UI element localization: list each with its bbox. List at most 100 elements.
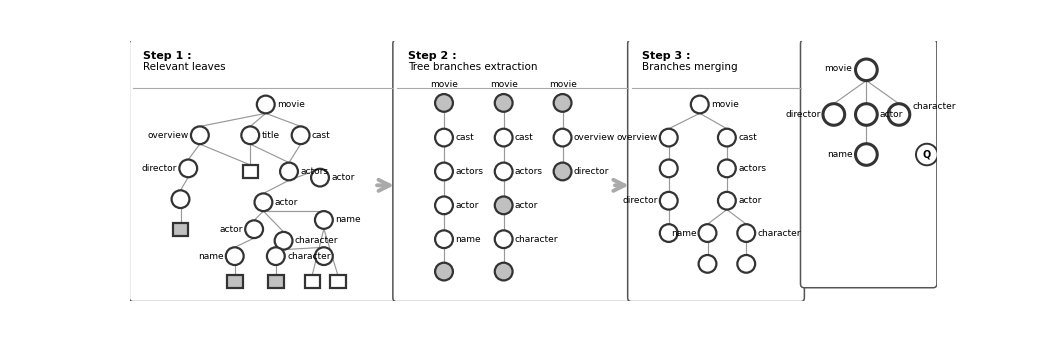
Text: actors: actors [300,167,328,176]
Circle shape [718,192,736,210]
Circle shape [660,192,678,210]
Text: character: character [758,228,801,238]
Text: director: director [623,196,658,205]
Text: name: name [828,150,854,159]
Circle shape [266,247,285,265]
Text: actors: actors [738,164,766,173]
Circle shape [916,144,938,165]
Circle shape [660,160,678,177]
Circle shape [179,160,197,177]
Circle shape [311,169,329,187]
Circle shape [554,94,572,112]
Circle shape [435,196,453,214]
Text: movie: movie [489,80,517,89]
Bar [269,275,283,288]
Circle shape [494,231,512,248]
Text: Step 1 :: Step 1 : [144,51,192,61]
FancyBboxPatch shape [129,40,397,301]
Text: cast: cast [738,133,757,142]
Circle shape [191,126,209,144]
Text: cast: cast [312,131,331,140]
Text: actor: actor [880,110,903,119]
Circle shape [254,193,273,211]
Text: actor: actor [738,196,761,205]
Circle shape [494,129,512,146]
Circle shape [554,129,572,146]
Text: actor: actor [331,173,355,182]
Text: director: director [785,110,820,119]
FancyBboxPatch shape [801,40,937,288]
Text: actors: actors [515,167,543,176]
Text: movie: movie [549,80,577,89]
Text: movie: movie [824,64,853,73]
Text: movie: movie [711,100,739,109]
Circle shape [737,224,755,242]
Circle shape [737,255,755,273]
FancyBboxPatch shape [392,40,632,301]
Circle shape [494,94,512,112]
Circle shape [494,163,512,180]
Bar [227,275,243,288]
Bar [243,165,258,178]
Circle shape [435,94,453,112]
Circle shape [699,255,716,273]
Circle shape [172,190,189,208]
Text: character: character [515,235,558,244]
Circle shape [856,144,878,165]
Text: Step 2 :: Step 2 : [408,51,456,61]
Circle shape [435,263,453,281]
Circle shape [888,104,910,125]
Bar [330,275,346,288]
Text: cast: cast [455,133,474,142]
Circle shape [856,59,878,80]
Circle shape [315,211,333,229]
Text: character: character [287,252,331,261]
Bar [305,275,320,288]
Circle shape [718,129,736,146]
Text: movie: movie [277,100,305,109]
Circle shape [494,263,512,281]
Text: name: name [335,215,361,224]
Text: actors: actors [455,167,483,176]
Circle shape [691,96,709,113]
Circle shape [856,104,878,125]
Text: Tree branches extraction: Tree branches extraction [408,62,537,72]
Text: overview: overview [148,131,188,140]
Text: Relevant leaves: Relevant leaves [144,62,226,72]
Text: actor: actor [455,201,479,210]
Text: actor: actor [275,198,298,207]
Circle shape [280,163,298,180]
Text: actor: actor [515,201,538,210]
Text: Q: Q [922,149,931,160]
Text: character: character [295,236,338,245]
Text: director: director [574,167,609,176]
Circle shape [257,96,275,113]
Circle shape [291,126,309,144]
Circle shape [246,220,263,238]
Text: Branches merging: Branches merging [641,62,737,72]
Text: director: director [142,164,177,173]
FancyBboxPatch shape [628,40,805,301]
Circle shape [435,163,453,180]
Circle shape [494,196,512,214]
Circle shape [823,104,844,125]
Circle shape [315,247,333,265]
Circle shape [718,160,736,177]
Text: Step 3 :: Step 3 : [641,51,690,61]
Circle shape [275,232,293,250]
Circle shape [699,224,716,242]
Text: name: name [670,228,696,238]
Text: actor: actor [220,225,243,234]
Circle shape [435,231,453,248]
Text: title: title [261,131,280,140]
Text: name: name [198,252,224,261]
Text: movie: movie [430,80,458,89]
Text: character: character [912,102,956,111]
Circle shape [242,126,259,144]
Circle shape [660,129,678,146]
Circle shape [554,163,572,180]
Text: name: name [455,235,481,244]
Text: overview: overview [616,133,658,142]
Circle shape [226,247,244,265]
Text: overview: overview [574,133,615,142]
